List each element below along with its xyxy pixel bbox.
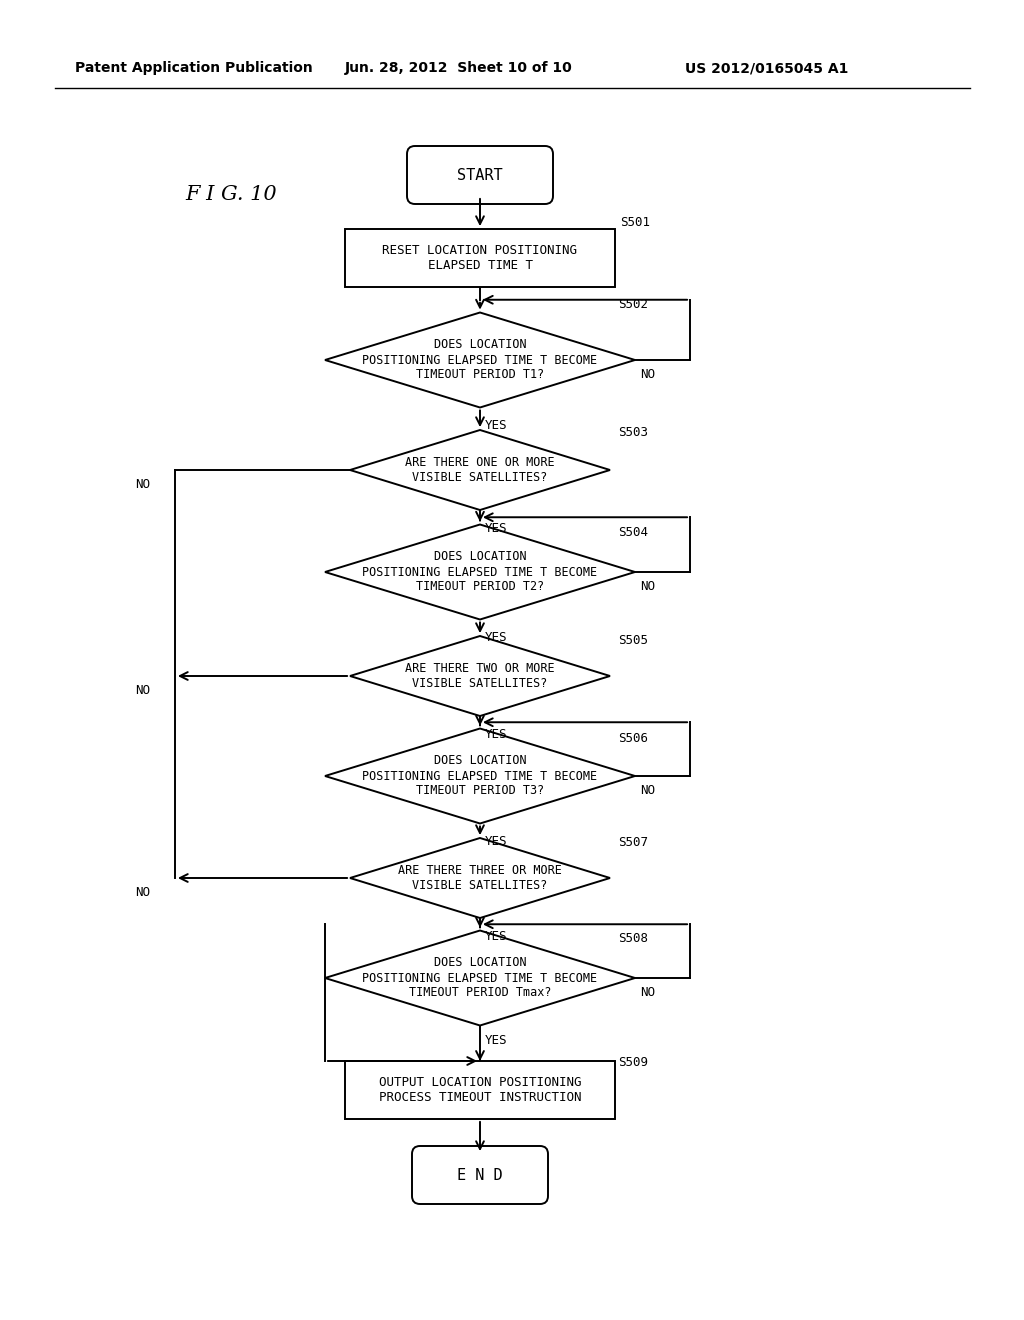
Polygon shape xyxy=(350,636,610,715)
Text: NO: NO xyxy=(640,368,655,381)
FancyBboxPatch shape xyxy=(412,1146,548,1204)
Text: DOES LOCATION
POSITIONING ELAPSED TIME T BECOME
TIMEOUT PERIOD Tmax?: DOES LOCATION POSITIONING ELAPSED TIME T… xyxy=(362,957,598,999)
Text: S501: S501 xyxy=(620,215,650,228)
Text: S505: S505 xyxy=(618,634,648,647)
Text: ARE THERE TWO OR MORE
VISIBLE SATELLITES?: ARE THERE TWO OR MORE VISIBLE SATELLITES… xyxy=(406,663,555,690)
Text: S506: S506 xyxy=(618,731,648,744)
Text: YES: YES xyxy=(485,521,508,535)
Text: S509: S509 xyxy=(618,1056,648,1068)
Text: US 2012/0165045 A1: US 2012/0165045 A1 xyxy=(685,61,848,75)
Text: NO: NO xyxy=(135,886,150,899)
Text: NO: NO xyxy=(135,684,150,697)
Text: YES: YES xyxy=(485,418,508,432)
Text: YES: YES xyxy=(485,836,508,847)
Bar xyxy=(345,228,615,286)
Text: YES: YES xyxy=(485,1034,508,1047)
Text: Patent Application Publication: Patent Application Publication xyxy=(75,61,312,75)
Text: NO: NO xyxy=(135,478,150,491)
Text: S502: S502 xyxy=(618,298,648,312)
Polygon shape xyxy=(325,729,635,824)
Text: DOES LOCATION
POSITIONING ELAPSED TIME T BECOME
TIMEOUT PERIOD T3?: DOES LOCATION POSITIONING ELAPSED TIME T… xyxy=(362,755,598,797)
Text: NO: NO xyxy=(640,581,655,594)
Polygon shape xyxy=(325,524,635,619)
Text: E N D: E N D xyxy=(457,1167,503,1183)
Text: START: START xyxy=(457,168,503,182)
Polygon shape xyxy=(350,430,610,510)
Polygon shape xyxy=(325,931,635,1026)
Text: OUTPUT LOCATION POSITIONING
PROCESS TIMEOUT INSTRUCTION: OUTPUT LOCATION POSITIONING PROCESS TIME… xyxy=(379,1076,582,1104)
Text: S504: S504 xyxy=(618,525,648,539)
Text: S507: S507 xyxy=(618,836,648,849)
Polygon shape xyxy=(325,313,635,408)
Text: ARE THERE ONE OR MORE
VISIBLE SATELLITES?: ARE THERE ONE OR MORE VISIBLE SATELLITES… xyxy=(406,455,555,484)
Text: YES: YES xyxy=(485,631,508,644)
Bar xyxy=(345,1061,615,1119)
Text: NO: NO xyxy=(640,986,655,999)
Text: Jun. 28, 2012  Sheet 10 of 10: Jun. 28, 2012 Sheet 10 of 10 xyxy=(345,61,572,75)
Text: YES: YES xyxy=(485,929,508,942)
Text: DOES LOCATION
POSITIONING ELAPSED TIME T BECOME
TIMEOUT PERIOD T2?: DOES LOCATION POSITIONING ELAPSED TIME T… xyxy=(362,550,598,594)
Text: RESET LOCATION POSITIONING
ELAPSED TIME T: RESET LOCATION POSITIONING ELAPSED TIME … xyxy=(383,244,578,272)
Text: DOES LOCATION
POSITIONING ELAPSED TIME T BECOME
TIMEOUT PERIOD T1?: DOES LOCATION POSITIONING ELAPSED TIME T… xyxy=(362,338,598,381)
Text: YES: YES xyxy=(485,727,508,741)
Text: NO: NO xyxy=(640,784,655,797)
Polygon shape xyxy=(350,838,610,917)
Text: F I G. 10: F I G. 10 xyxy=(185,186,276,205)
Text: S508: S508 xyxy=(618,932,648,945)
Text: S503: S503 xyxy=(618,425,648,438)
FancyBboxPatch shape xyxy=(407,147,553,205)
Text: ARE THERE THREE OR MORE
VISIBLE SATELLITES?: ARE THERE THREE OR MORE VISIBLE SATELLIT… xyxy=(398,865,562,892)
